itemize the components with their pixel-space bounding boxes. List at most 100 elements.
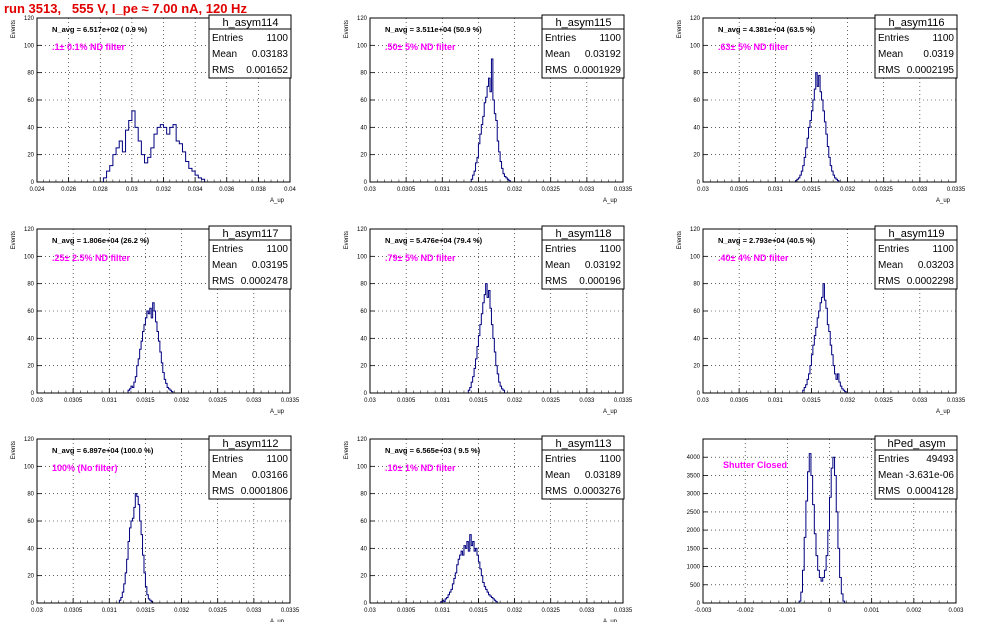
x-tick-label: 0.0325 bbox=[542, 398, 561, 404]
stats-entries-label: Entries bbox=[878, 244, 909, 255]
stats-mean-value: 0.0319 bbox=[923, 49, 954, 60]
y-tick-label: 120 bbox=[357, 437, 368, 443]
histogram-bin bbox=[156, 322, 157, 393]
stats-mean-value: 0.03195 bbox=[252, 260, 289, 271]
y-tick-label: 40 bbox=[360, 336, 367, 342]
y-tick-label: 20 bbox=[360, 364, 367, 370]
x-tick-label: 0.0315 bbox=[136, 398, 155, 404]
histogram-bin bbox=[822, 297, 823, 393]
y-tick-label: 100 bbox=[24, 464, 35, 470]
y-tick-label: 0 bbox=[697, 180, 701, 186]
y-tick-label: 60 bbox=[693, 309, 700, 315]
y-tick-label: 100 bbox=[690, 43, 701, 49]
x-tick-label: 0.03 bbox=[31, 608, 43, 614]
y-tick-label: 3500 bbox=[687, 473, 701, 479]
x-tick-label: 0.0335 bbox=[947, 398, 966, 404]
x-tick-label: 0.0305 bbox=[64, 608, 83, 614]
stats-mean-label: Mean bbox=[878, 49, 903, 60]
x-axis-label: A_up bbox=[936, 198, 951, 204]
y-tick-label: 100 bbox=[357, 43, 368, 49]
x-axis-label: A_up bbox=[603, 619, 618, 622]
y-tick-label: 100 bbox=[357, 464, 368, 470]
x-tick-label: 0.0335 bbox=[281, 608, 300, 614]
stats-rms-value: 0.0003276 bbox=[574, 486, 622, 497]
stats-box-title: h_asym112 bbox=[222, 438, 278, 450]
x-tick-label: 0.033 bbox=[246, 398, 262, 404]
filter-annotation: .25± 2.5% ND filter bbox=[52, 253, 130, 263]
x-tick-label: 0.024 bbox=[29, 187, 45, 193]
histogram-bin bbox=[486, 97, 487, 182]
histogram-bin bbox=[147, 311, 148, 393]
histogram-outline bbox=[798, 453, 846, 603]
stats-rms-label: RMS bbox=[212, 486, 235, 497]
stats-mean-value: 0.03192 bbox=[585, 49, 622, 60]
x-tick-label: 0.0305 bbox=[397, 187, 416, 193]
stats-box-title: h_asym119 bbox=[888, 228, 944, 240]
stats-mean-label: Mean bbox=[212, 49, 237, 60]
x-tick-label: 0.0315 bbox=[469, 187, 488, 193]
stats-mean-label: Mean bbox=[545, 49, 570, 60]
x-tick-label: 0.031 bbox=[102, 608, 118, 614]
histogram-bin bbox=[144, 325, 145, 393]
stats-rms-label: RMS bbox=[878, 65, 901, 76]
histogram-bins bbox=[119, 494, 152, 603]
x-tick-label: 0.0325 bbox=[875, 398, 894, 404]
stats-rms-value: 0.000196 bbox=[579, 276, 621, 287]
stats-box-title: hPed_asym bbox=[887, 438, 945, 450]
x-tick-label: 0.031 bbox=[435, 187, 451, 193]
y-tick-label: 40 bbox=[27, 125, 34, 131]
x-tick-label: 0.032 bbox=[507, 608, 523, 614]
stats-box-frame bbox=[541, 14, 625, 79]
stats-mean-value: -3.631e-06 bbox=[906, 470, 955, 481]
stats-mean-label: Mean bbox=[212, 260, 237, 271]
x-tick-label: 0.032 bbox=[840, 398, 856, 404]
y-tick-label: 60 bbox=[27, 98, 34, 104]
histogram-bin bbox=[460, 555, 461, 603]
histogram-bin bbox=[471, 546, 472, 603]
stats-box: h_asym115 Entries 1100 Mean 0.03192 RMS 0.0001… bbox=[541, 14, 625, 79]
x-tick-label: 0.0315 bbox=[469, 398, 488, 404]
y-tick-label: 0 bbox=[31, 391, 35, 397]
y-tick-label: 60 bbox=[27, 309, 34, 315]
x-tick-label: 0.031 bbox=[102, 398, 118, 404]
stats-box-title: h_asym116 bbox=[888, 17, 944, 29]
histogram-bin bbox=[820, 92, 821, 182]
stats-entries-value: 1100 bbox=[266, 244, 288, 255]
stats-rms-value: 0.0002195 bbox=[907, 65, 955, 76]
stats-box-frame bbox=[541, 435, 625, 500]
y-tick-label: 40 bbox=[27, 546, 34, 552]
y-tick-label: 80 bbox=[360, 71, 367, 77]
histogram-bin bbox=[816, 327, 817, 393]
y-tick-label: 1500 bbox=[687, 546, 701, 552]
y-axis-label: Events bbox=[344, 441, 350, 459]
y-tick-label: 120 bbox=[690, 16, 701, 22]
y-tick-label: 100 bbox=[690, 254, 701, 260]
x-axis-label: A_up bbox=[936, 409, 951, 415]
histogram-bin bbox=[137, 496, 138, 603]
x-tick-label: 0.0335 bbox=[614, 608, 633, 614]
histogram-bin bbox=[134, 507, 135, 603]
stats-rms-value: 0.0002478 bbox=[241, 276, 289, 287]
x-axis-label: A_up bbox=[270, 619, 285, 622]
y-tick-label: 2000 bbox=[687, 528, 701, 534]
histogram-bin bbox=[176, 141, 179, 182]
histogram-h_asym119: 0.03 0.0305 0.031 0.0315 0.032 0.0325 0.033 0.0… bbox=[677, 225, 966, 415]
histogram-bin bbox=[484, 295, 485, 393]
y-tick-label: 0 bbox=[364, 601, 368, 607]
y-tick-label: 80 bbox=[693, 282, 700, 288]
y-tick-label: 100 bbox=[357, 254, 368, 260]
stats-entries-value: 1100 bbox=[599, 454, 621, 465]
histogram-bin bbox=[822, 100, 823, 182]
x-tick-label: 0.03 bbox=[364, 608, 376, 614]
x-tick-label: 0.0305 bbox=[397, 398, 416, 404]
x-tick-label: 0.033 bbox=[579, 187, 595, 193]
x-axis-label: A_up bbox=[603, 198, 618, 204]
y-tick-label: 1000 bbox=[687, 565, 701, 571]
x-tick-label: 0.031 bbox=[768, 398, 784, 404]
histogram-bin bbox=[833, 457, 835, 603]
histogram-bin bbox=[813, 100, 814, 182]
filter-annotation: 100% (No filter) bbox=[52, 463, 118, 473]
stats-box-title: h_asym115 bbox=[555, 17, 611, 29]
y-tick-label: 20 bbox=[360, 574, 367, 580]
y-axis-label: Events bbox=[11, 20, 17, 38]
